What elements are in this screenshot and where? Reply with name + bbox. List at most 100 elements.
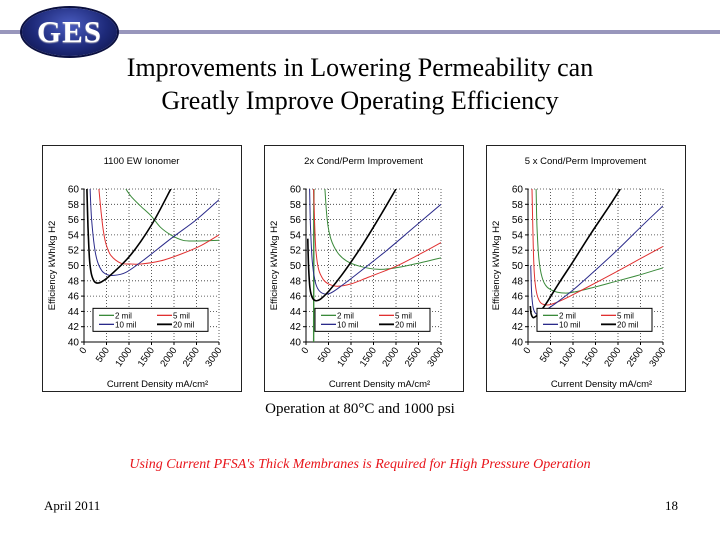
chart-2x-improvement: 2x Cond/Perm Improvement 40 42 44 46 48 50 52 54… bbox=[264, 145, 464, 392]
y-tick-label: 60 bbox=[68, 185, 80, 196]
x-tick-label: 1000 bbox=[557, 345, 578, 369]
y-tick-label: 56 bbox=[290, 215, 302, 226]
y-tick-label: 44 bbox=[290, 307, 302, 318]
series-5-mil-line bbox=[531, 189, 663, 306]
series-2-mil-line bbox=[324, 189, 441, 270]
y-tick-label: 58 bbox=[68, 200, 80, 211]
x-tick-label: 0 bbox=[521, 345, 533, 356]
legend-label: 5 mil bbox=[173, 311, 190, 320]
chart-svg: 2x Cond/Perm Improvement 40 42 44 46 48 50 52 54… bbox=[269, 156, 446, 390]
x-tick-label: 2000 bbox=[602, 345, 623, 369]
x-tick-label: 0 bbox=[77, 345, 89, 356]
y-tick-label: 54 bbox=[68, 230, 80, 241]
y-tick-label: 40 bbox=[290, 338, 302, 349]
ges-logo: GES bbox=[22, 8, 117, 56]
x-tick-label: 500 bbox=[316, 345, 334, 364]
y-tick-label: 56 bbox=[68, 215, 80, 226]
logo-text: GES bbox=[36, 14, 103, 49]
legend-label: 5 mil bbox=[617, 311, 634, 320]
legend-label: 20 mil bbox=[395, 320, 417, 329]
x-tick-label: 1500 bbox=[580, 345, 601, 369]
chart-5x-improvement: 5 x Cond/Perm Improvement 40 42 44 46 48 50 52 5… bbox=[486, 145, 686, 392]
series-20-mil-line bbox=[529, 189, 621, 319]
series-2-mil-line bbox=[535, 189, 663, 294]
series-2-mil-line bbox=[125, 189, 219, 242]
legend-label: 2 mil bbox=[337, 311, 354, 320]
legend-label: 10 mil bbox=[559, 320, 581, 329]
x-tick-label: 3000 bbox=[425, 345, 446, 369]
series-10-mil-line bbox=[309, 189, 441, 295]
y-tick-label: 42 bbox=[68, 322, 80, 333]
x-tick-label: 3000 bbox=[203, 345, 224, 369]
x-tick-label: 500 bbox=[538, 345, 556, 364]
x-tick-label: 1500 bbox=[136, 345, 157, 369]
y-tick-label: 50 bbox=[290, 261, 302, 272]
y-tick-label: 50 bbox=[68, 261, 80, 272]
x-axis-label: Current Density mA/cm² bbox=[551, 379, 652, 390]
legend-label: 20 mil bbox=[173, 320, 195, 329]
x-tick-label: 1000 bbox=[335, 345, 356, 369]
header-divider bbox=[0, 30, 720, 34]
x-tick-label: 1000 bbox=[113, 345, 134, 369]
series-5-mil-line bbox=[313, 189, 441, 287]
footer-date: April 2011 bbox=[44, 498, 101, 513]
x-tick-label: 2500 bbox=[181, 345, 202, 369]
series-group bbox=[86, 189, 219, 284]
y-tick-label: 54 bbox=[512, 230, 524, 241]
x-tick-label: 1500 bbox=[358, 345, 379, 369]
x-tick-label: 2000 bbox=[380, 345, 401, 369]
x-tick-label: 2000 bbox=[158, 345, 179, 369]
x-axis-label: Current Density mA/cm² bbox=[107, 379, 208, 390]
y-axis-label: Efficiency kWh/kg H2 bbox=[47, 221, 58, 311]
x-tick-label: 0 bbox=[299, 345, 311, 356]
y-tick-label: 44 bbox=[512, 307, 524, 318]
x-tick-label: 2500 bbox=[625, 345, 646, 369]
x-tick-label: 500 bbox=[94, 345, 112, 364]
legend-box bbox=[92, 307, 209, 332]
page-number: 18 bbox=[665, 498, 678, 513]
chart-title: 5 x Cond/Perm Improvement bbox=[525, 156, 647, 167]
y-tick-label: 44 bbox=[68, 307, 80, 318]
x-tick-label: 2500 bbox=[403, 345, 424, 369]
y-tick-label: 42 bbox=[290, 322, 302, 333]
y-tick-label: 46 bbox=[68, 292, 80, 303]
chart-svg: 5 x Cond/Perm Improvement 40 42 44 46 48 50 52 5… bbox=[491, 156, 668, 390]
y-axis-label: Efficiency kWh/kg H2 bbox=[269, 221, 280, 311]
series-group bbox=[529, 189, 663, 319]
y-tick-label: 58 bbox=[512, 200, 524, 211]
chart-1100-ew-ionomer: 1100 EW Ionomer 40 42 44 46 48 50 52 54 56 58 60 0 50… bbox=[42, 145, 242, 392]
y-tick-label: 42 bbox=[512, 322, 524, 333]
legend-label: 10 mil bbox=[337, 320, 359, 329]
y-tick-label: 54 bbox=[290, 230, 302, 241]
legend-box bbox=[536, 307, 653, 332]
series-5-mil-line bbox=[98, 189, 219, 265]
y-tick-label: 48 bbox=[68, 276, 80, 287]
y-tick-label: 52 bbox=[290, 246, 302, 257]
y-tick-label: 60 bbox=[512, 185, 524, 196]
series-group bbox=[307, 189, 441, 342]
y-tick-label: 46 bbox=[512, 292, 524, 303]
legend-label: 20 mil bbox=[617, 320, 639, 329]
y-axis-label: Efficiency kWh/kg H2 bbox=[491, 221, 502, 311]
y-tick-label: 40 bbox=[68, 338, 80, 349]
callout-text: Using Current PFSA's Thick Membranes is … bbox=[129, 457, 591, 472]
chart-title: 2x Cond/Perm Improvement bbox=[304, 156, 423, 167]
y-tick-label: 48 bbox=[290, 276, 302, 287]
legend-label: 10 mil bbox=[115, 320, 137, 329]
y-tick-label: 52 bbox=[512, 246, 524, 257]
chart-svg: 1100 EW Ionomer 40 42 44 46 48 50 52 54 56 58 60 0 50… bbox=[47, 156, 224, 390]
x-tick-label: 3000 bbox=[647, 345, 668, 369]
legend-label: 2 mil bbox=[115, 311, 132, 320]
y-tick-label: 40 bbox=[512, 338, 524, 349]
series-20-mil-line bbox=[307, 189, 397, 302]
y-tick-label: 48 bbox=[512, 276, 524, 287]
y-tick-label: 56 bbox=[512, 215, 524, 226]
chart-title: 1100 EW Ionomer bbox=[104, 156, 180, 167]
operating-conditions-caption: Operation at 80°C and 1000 psi bbox=[265, 401, 455, 417]
legend-label: 5 mil bbox=[395, 311, 412, 320]
slide-title-line2: Greatly Improve Operating Efficiency bbox=[161, 86, 559, 115]
legend-label: 2 mil bbox=[559, 311, 576, 320]
legend-box bbox=[314, 307, 431, 332]
y-tick-label: 60 bbox=[290, 185, 302, 196]
y-tick-label: 58 bbox=[290, 200, 302, 211]
